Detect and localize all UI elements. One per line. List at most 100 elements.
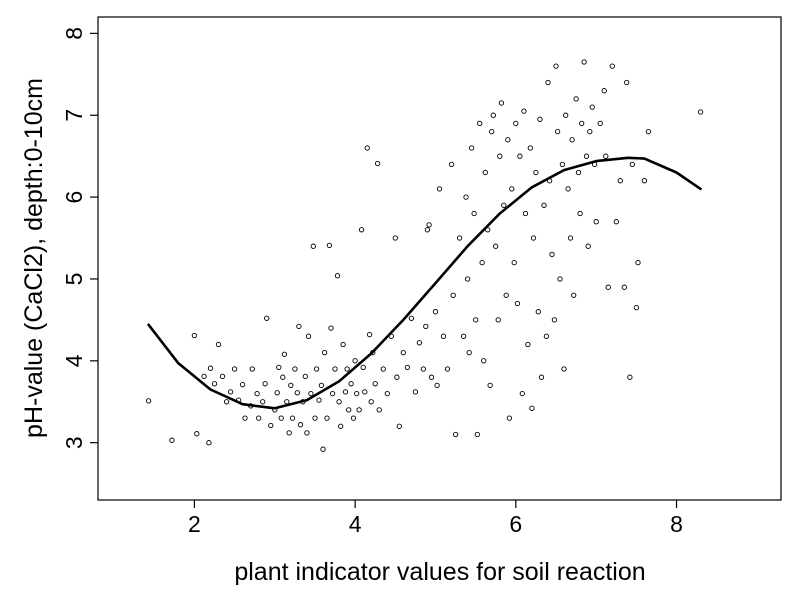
data-point-37 xyxy=(297,422,304,428)
data-point-89 xyxy=(423,323,429,330)
data-point-176 xyxy=(621,284,627,290)
data-point-161 xyxy=(579,120,585,127)
data-point-140 xyxy=(537,116,543,122)
data-point-101 xyxy=(456,235,463,241)
data-point-50 xyxy=(324,415,330,421)
data-point-0 xyxy=(145,398,152,404)
data-point-141 xyxy=(538,374,545,380)
data-point-120 xyxy=(497,153,503,159)
data-point-142 xyxy=(541,202,547,208)
data-point-12 xyxy=(231,366,238,372)
data-point-156 xyxy=(569,137,575,143)
data-point-178 xyxy=(627,374,633,380)
data-point-132 xyxy=(521,108,527,114)
data-point-110 xyxy=(477,120,483,127)
data-point-56 xyxy=(336,399,342,405)
data-point-113 xyxy=(482,169,488,176)
data-point-19 xyxy=(256,415,262,421)
data-point-84 xyxy=(404,364,411,371)
data-point-83 xyxy=(400,349,406,356)
data-point-106 xyxy=(468,145,475,151)
data-point-171 xyxy=(603,153,609,159)
data-point-165 xyxy=(587,128,593,135)
data-point-136 xyxy=(529,405,535,411)
data-point-183 xyxy=(645,128,652,135)
data-point-144 xyxy=(545,79,551,86)
data-point-70 xyxy=(364,145,370,151)
data-point-148 xyxy=(553,63,559,69)
data-point-111 xyxy=(479,259,485,266)
data-point-181 xyxy=(635,259,641,266)
data-point-77 xyxy=(380,366,386,372)
data-point-119 xyxy=(495,317,501,323)
data-point-164 xyxy=(585,243,591,249)
data-point-88 xyxy=(420,366,427,372)
data-point-99 xyxy=(450,292,456,298)
data-point-146 xyxy=(549,251,555,258)
data-point-10 xyxy=(223,399,230,405)
data-point-177 xyxy=(624,79,630,86)
data-point-155 xyxy=(567,235,574,241)
curve-layer xyxy=(147,156,702,410)
data-point-168 xyxy=(593,219,599,225)
data-point-117 xyxy=(490,112,496,118)
data-point-138 xyxy=(533,169,539,176)
data-point-116 xyxy=(489,128,495,135)
data-point-59 xyxy=(342,389,349,395)
data-point-163 xyxy=(583,153,590,159)
data-point-94 xyxy=(434,382,440,389)
data-point-184 xyxy=(697,109,704,115)
data-point-39 xyxy=(302,373,308,380)
data-point-125 xyxy=(506,415,513,421)
data-point-33 xyxy=(289,415,296,421)
data-point-63 xyxy=(350,415,357,421)
data-point-173 xyxy=(609,63,615,69)
data-point-179 xyxy=(629,161,635,168)
data-point-160 xyxy=(577,210,583,217)
data-point-8 xyxy=(215,341,222,348)
data-point-112 xyxy=(481,358,487,364)
data-point-23 xyxy=(268,422,274,429)
data-point-82 xyxy=(396,423,402,429)
data-point-67 xyxy=(358,227,365,233)
data-point-15 xyxy=(242,415,248,421)
data-point-58 xyxy=(340,341,346,348)
data-point-174 xyxy=(613,219,619,225)
data-point-45 xyxy=(313,366,320,372)
data-point-118 xyxy=(493,243,499,249)
data-point-1 xyxy=(169,437,175,443)
data-point-109 xyxy=(474,431,480,438)
data-point-143 xyxy=(543,333,550,339)
data-point-26 xyxy=(276,364,282,371)
data-point-41 xyxy=(305,333,312,339)
data-point-47 xyxy=(318,382,325,389)
data-point-149 xyxy=(554,128,561,135)
data-point-48 xyxy=(320,446,326,452)
data-point-54 xyxy=(332,366,338,372)
y-tick-label-6: 6 xyxy=(61,191,87,204)
x-axis: 2 4 6 8 xyxy=(188,500,683,537)
data-point-5 xyxy=(206,440,212,446)
data-point-40 xyxy=(304,430,310,436)
data-point-182 xyxy=(641,178,648,184)
data-point-44 xyxy=(312,415,318,421)
data-point-49 xyxy=(321,349,328,356)
data-point-115 xyxy=(487,382,493,389)
data-point-95 xyxy=(436,186,443,192)
data-point-4 xyxy=(201,373,207,380)
smooth-curve xyxy=(147,156,702,410)
data-point-6 xyxy=(207,365,214,371)
x-tick-label-8: 8 xyxy=(670,511,683,537)
data-point-30 xyxy=(284,399,290,405)
data-point-43 xyxy=(310,243,316,249)
y-tick-label-4: 4 xyxy=(61,354,87,367)
data-point-76 xyxy=(376,407,382,413)
plot-frame xyxy=(97,16,782,501)
data-point-172 xyxy=(605,284,611,290)
data-point-104 xyxy=(464,276,471,282)
data-point-134 xyxy=(525,341,531,348)
data-point-153 xyxy=(563,112,569,118)
y-axis-label: pH-value (CaCl2), depth:0-10cm xyxy=(20,78,48,438)
data-point-102 xyxy=(460,333,467,339)
data-point-65 xyxy=(354,390,360,397)
